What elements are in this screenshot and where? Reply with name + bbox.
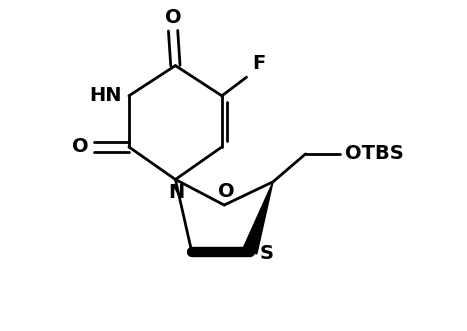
Text: OTBS: OTBS <box>345 144 404 164</box>
Polygon shape <box>243 182 273 254</box>
Text: N: N <box>168 183 184 202</box>
Text: F: F <box>252 54 265 72</box>
Text: O: O <box>72 137 88 157</box>
Text: O: O <box>218 182 235 201</box>
Text: O: O <box>165 8 181 27</box>
Text: HN: HN <box>90 86 122 105</box>
Text: S: S <box>260 244 274 263</box>
